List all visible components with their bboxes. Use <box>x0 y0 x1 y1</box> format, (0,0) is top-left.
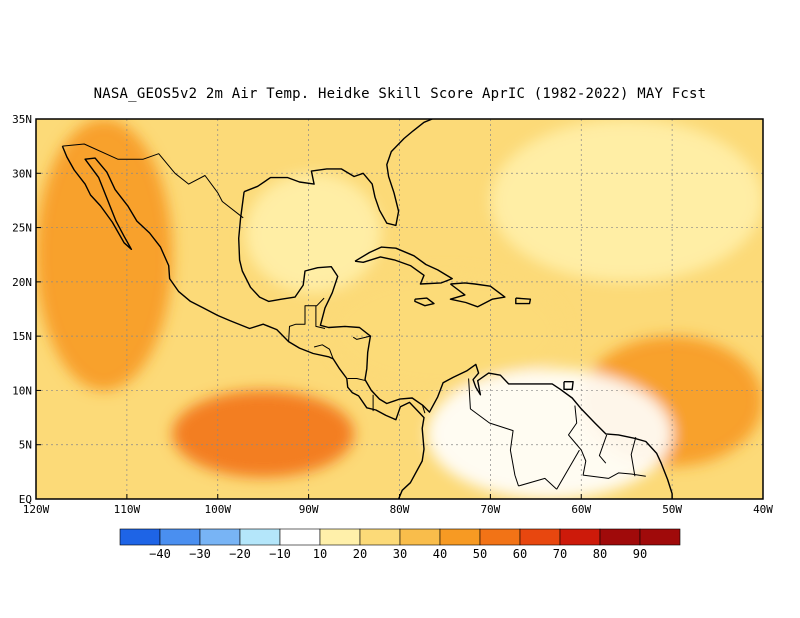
lat-tick-label: 5N <box>19 439 32 452</box>
colorbar-label: 30 <box>393 547 407 561</box>
country-border <box>352 335 371 340</box>
colorbar-swatch <box>639 528 681 546</box>
colorbar-label: 20 <box>353 547 367 561</box>
country-border <box>630 436 637 477</box>
coastline <box>354 246 453 285</box>
country-border <box>347 378 367 382</box>
colorbar-swatch <box>359 528 401 546</box>
country-border <box>421 404 426 414</box>
coastline <box>414 297 435 307</box>
coastlines <box>61 119 673 499</box>
colorbar-swatch <box>559 528 601 546</box>
colorbar-label: 90 <box>633 547 647 561</box>
coastline <box>515 297 532 305</box>
lat-tick-label: 30N <box>12 167 32 180</box>
colorbar-swatch <box>239 528 281 546</box>
lat-tick-label: 15N <box>12 330 32 343</box>
lon-tick-label: 50W <box>662 503 682 516</box>
coastline <box>61 145 425 499</box>
colorbar-label: −10 <box>269 547 291 561</box>
colorbar-swatch <box>599 528 641 546</box>
lon-tick-label: 40W <box>753 503 773 516</box>
coastline <box>237 191 673 499</box>
colorbar-label: 60 <box>513 547 527 561</box>
country-border <box>518 477 558 490</box>
skill-region <box>36 119 173 391</box>
skill-region <box>426 368 673 499</box>
colorbar-swatch <box>279 528 321 546</box>
lat-tick-label: 20N <box>12 276 32 289</box>
lon-tick-label: 70W <box>480 503 500 516</box>
colorbar-label: −30 <box>189 547 211 561</box>
colorbar-swatch <box>439 528 481 546</box>
colorbar-label: 80 <box>593 547 607 561</box>
colorbar-label: −20 <box>229 547 251 561</box>
skill-region <box>490 119 763 282</box>
country-border <box>313 344 334 360</box>
lon-tick-label: 120W <box>23 503 50 516</box>
colorbar-swatch <box>199 528 241 546</box>
coastline <box>563 381 574 390</box>
colorbar-swatch <box>319 528 361 546</box>
country-border <box>598 434 608 464</box>
colorbar-label: 40 <box>433 547 447 561</box>
colorbar-label: 10 <box>313 547 327 561</box>
coastline <box>243 119 433 227</box>
country-border <box>568 405 646 479</box>
skill-region <box>245 173 382 293</box>
map-title: NASA_GEOS5v2 2m Air Temp. Heidke Skill S… <box>93 86 707 102</box>
lat-tick-label: 25N <box>12 222 32 235</box>
colorbar-swatch <box>519 528 561 546</box>
skill-region <box>326 271 564 391</box>
lon-tick-label: 110W <box>114 503 141 516</box>
colorbar-swatch <box>119 528 161 546</box>
country-border <box>468 378 519 487</box>
colorbar-swatch <box>479 528 521 546</box>
colorbar-label: 70 <box>553 547 567 561</box>
skill-region <box>172 390 355 478</box>
lon-tick-label: 60W <box>571 503 591 516</box>
coastline <box>449 282 506 308</box>
colorbar-swatch <box>399 528 441 546</box>
colorbar-label: −40 <box>149 547 171 561</box>
colorbar-swatch <box>159 528 201 546</box>
country-border <box>62 143 244 219</box>
lon-tick-label: 90W <box>299 503 319 516</box>
colorbar-label: 50 <box>473 547 487 561</box>
lon-tick-label: 80W <box>390 503 410 516</box>
lat-tick-label: 35N <box>12 113 32 126</box>
country-border <box>556 449 580 490</box>
skill-shading <box>36 119 763 499</box>
lat-tick-label: 10N <box>12 384 32 397</box>
country-border <box>315 305 326 329</box>
country-border <box>288 297 325 342</box>
lon-tick-label: 100W <box>205 503 232 516</box>
lat-tick-label: EQ <box>19 493 32 506</box>
colorbar: −40 −30 −20 −10 10 20 30 40 50 60 70 80 90 <box>119 528 681 561</box>
lat-lon-grid <box>36 119 763 499</box>
